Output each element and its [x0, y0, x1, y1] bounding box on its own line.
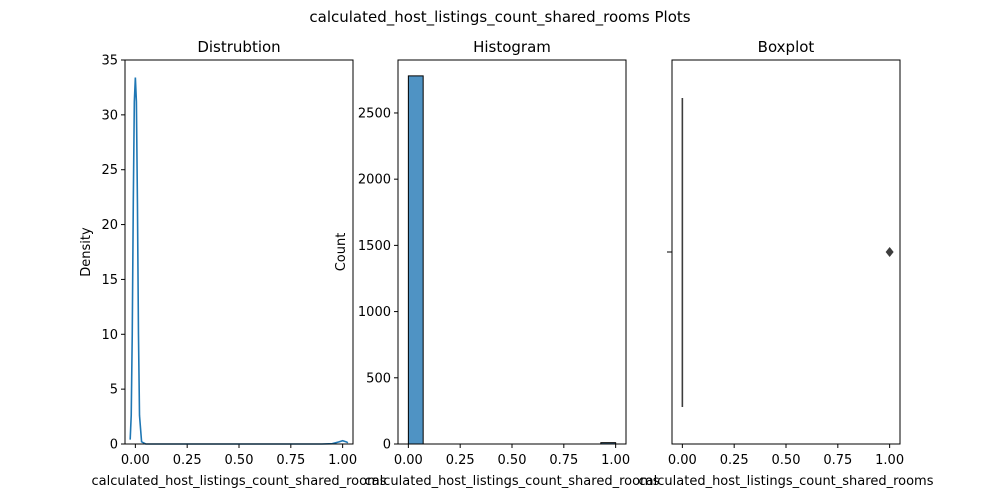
y-tick-label: 0: [383, 438, 391, 453]
boxplot-title: Boxplot: [758, 38, 815, 56]
distribution-frame: [124, 59, 354, 445]
boxplot-panel: Boxplot 0.00 0.25 0.50 0.75 1.00 calculated_…: [639, 38, 934, 489]
x-tick-label: 0.50: [225, 453, 254, 468]
histogram-panel: Histogram 0.00 0.25 0.50 0.75 1.00 0 500 1000 15…: [334, 38, 660, 489]
x-tick-label: 0.75: [823, 453, 852, 468]
x-tick-label: 1.00: [328, 453, 357, 468]
histogram-xlabel: calculated_host_listings_count_shared_ro…: [365, 474, 660, 489]
histogram-ylabel: Count: [334, 233, 349, 272]
x-tick-label: 0.75: [549, 453, 578, 468]
distribution-title: Distrubtion: [197, 38, 280, 56]
x-tick-label: 0.25: [173, 453, 202, 468]
y-tick-label: 10: [101, 328, 118, 343]
distribution-panel: Distrubtion 0.00 0.25 0.50 0.75 1.00 0 5 10 15 20…: [79, 38, 387, 489]
distribution-ylabel: Density: [79, 227, 94, 277]
density-curve: [129, 77, 349, 445]
x-tick-label: 0.00: [394, 453, 423, 468]
y-tick-label: 2500: [358, 106, 391, 121]
x-tick-label: 0.00: [668, 453, 697, 468]
y-tick-label: 20: [101, 218, 118, 233]
distribution-xlabel: calculated_host_listings_count_shared_ro…: [92, 474, 387, 489]
x-tick-label: 1.00: [601, 453, 630, 468]
y-tick-label: 1500: [358, 239, 391, 254]
x-tick-label: 0.50: [772, 453, 801, 468]
histogram-ticks: 0.00 0.25 0.50 0.75 1.00 0 500 1000 1500 2000 2500: [358, 106, 630, 468]
y-tick-label: 15: [101, 273, 118, 288]
x-tick-label: 0.25: [446, 453, 475, 468]
x-tick-label: 0.25: [720, 453, 749, 468]
x-tick-label: 0.75: [276, 453, 305, 468]
y-tick-label: 0: [110, 438, 118, 453]
boxplot-xlabel: calculated_host_listings_count_shared_ro…: [639, 474, 934, 489]
y-tick-label: 2000: [358, 173, 391, 188]
x-tick-label: 1.00: [875, 453, 904, 468]
histogram-bar: [407, 75, 424, 445]
y-tick-label: 5: [110, 383, 118, 398]
histogram-title: Histogram: [473, 38, 551, 56]
boxplot-ticks: 0.00 0.25 0.50 0.75 1.00: [668, 444, 904, 468]
y-tick-label: 35: [101, 54, 118, 69]
y-tick-label: 30: [101, 108, 118, 123]
histogram-bars: [407, 75, 617, 445]
y-tick-label: 500: [366, 371, 391, 386]
x-tick-label: 0.50: [498, 453, 527, 468]
histogram-frame: [397, 59, 627, 445]
outlier-marker: [885, 247, 894, 257]
boxplot-marks: [681, 98, 894, 407]
figure-suptitle: calculated_host_listings_count_shared_ro…: [309, 8, 690, 27]
y-tick-label: 25: [101, 163, 118, 178]
distribution-ticks: 0.00 0.25 0.50 0.75 1.00 0 5 10 15 20 25 30 35: [101, 54, 357, 469]
x-tick-label: 0.00: [121, 453, 150, 468]
y-tick-label: 1000: [358, 305, 391, 320]
boxplot-frame: [671, 59, 901, 445]
